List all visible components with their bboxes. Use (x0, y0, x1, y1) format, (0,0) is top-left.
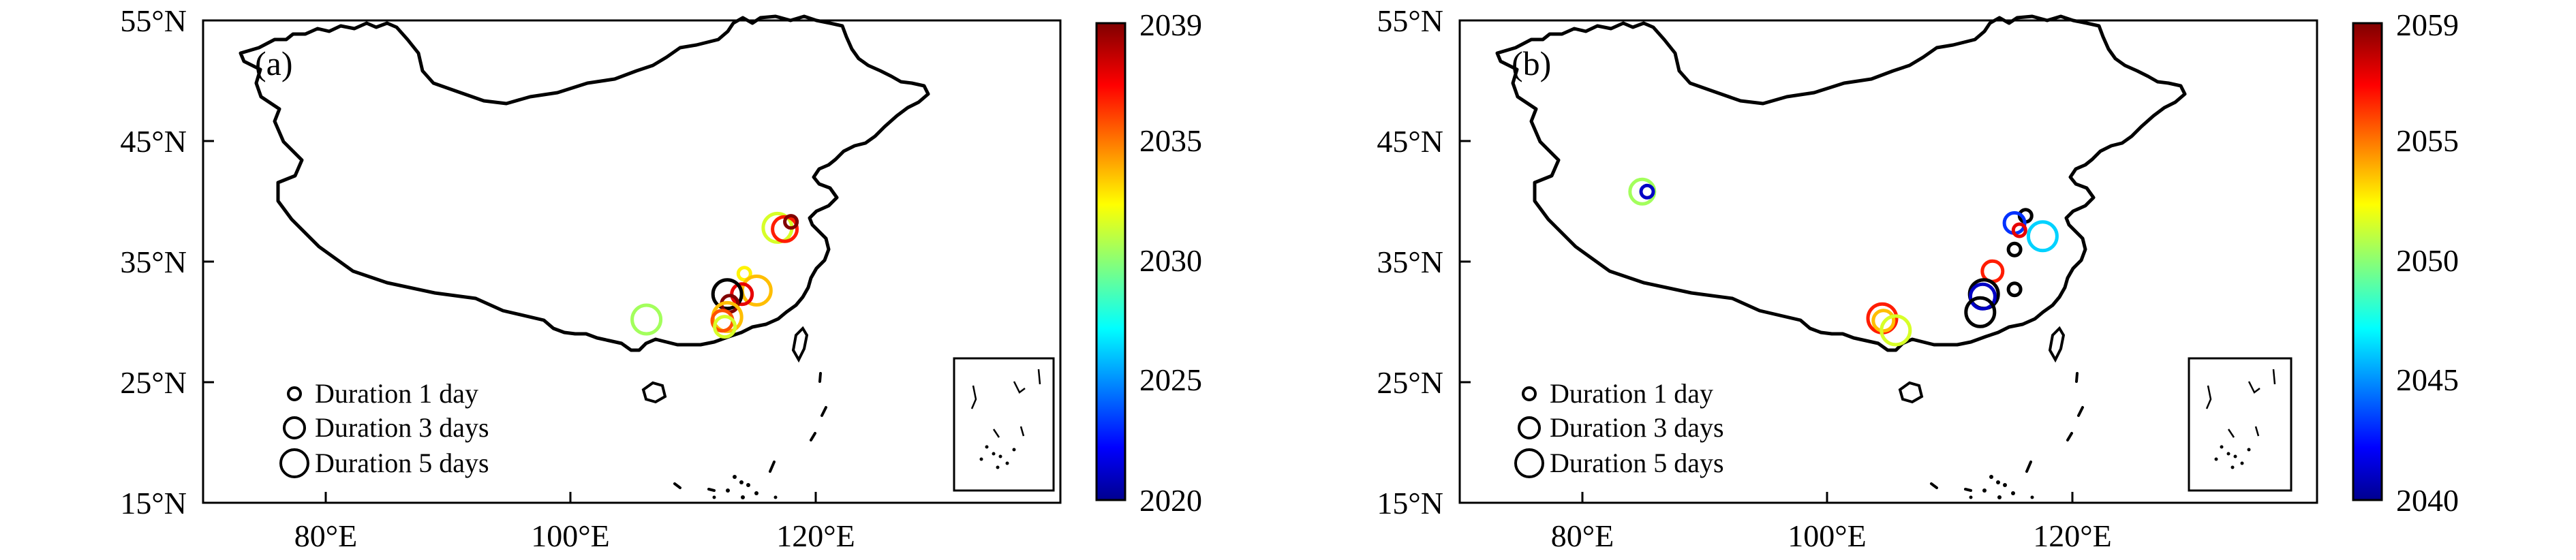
lat-tick-a-25: 25°N (120, 365, 187, 400)
colorbar-a-tick-2030: 2030 (1139, 243, 1202, 278)
lon-tick-b-120: 120°E (2033, 518, 2112, 553)
event-marker-b-6 (2026, 220, 2059, 253)
event-marker-b-14 (1871, 309, 1896, 333)
panel-label-b: (b) (1512, 44, 1551, 82)
inset-box-a (953, 357, 1055, 492)
colorbar-b-tick-2055: 2055 (2396, 123, 2459, 158)
map-frame-b (1458, 19, 2318, 504)
event-marker-b-10 (1968, 282, 1997, 311)
points-b (1628, 177, 2059, 347)
lon-ticks-a: 80°E 100°E 120°E (294, 492, 855, 553)
colorbar-a-tick-2039: 2039 (1139, 7, 1202, 42)
colorbar-b: 2059 2055 2050 2045 2040 (2352, 7, 2459, 518)
legend-b: Duration 1 day Duration 3 days Duration … (1514, 378, 1724, 478)
legend-b-label-3: Duration 3 days (1550, 412, 1724, 443)
islands-b (1969, 475, 2034, 499)
panel-a: (a) Duration 1 day Duration 3 days Durat… (120, 3, 1202, 553)
lon-ticks-b: 80°E 100°E 120°E (1551, 492, 2112, 553)
ninedash-b (1930, 372, 2084, 492)
lat-ticks-b: 55°N 45°N 35°N 25°N 15°N (1377, 3, 1471, 520)
lat-tick-a-45: 45°N (120, 124, 187, 159)
lon-tick-a-120: 120°E (776, 518, 855, 553)
event-marker-a-12 (713, 315, 737, 339)
points-a (630, 211, 799, 339)
legend-b-marker-3 (1518, 416, 1541, 439)
lon-tick-a-80: 80°E (294, 518, 358, 553)
legend-a-marker-5 (279, 448, 309, 478)
ninedash-a (673, 372, 827, 492)
taiwan-outline-a (791, 326, 809, 363)
lat-ticks-a: 55°N 45°N 35°N 25°N 15°N (120, 3, 214, 520)
lat-tick-b-45: 45°N (1377, 124, 1443, 159)
event-marker-a-3 (783, 214, 799, 230)
lon-tick-a-100: 100°E (531, 518, 610, 553)
legend-a-label-5: Duration 5 days (315, 448, 489, 478)
islands-a (712, 475, 778, 499)
lon-tick-b-100: 100°E (1788, 518, 1867, 553)
event-marker-b-15 (1880, 314, 1912, 347)
map-area-b: (b) Duration 1 day Duration 3 days Durat… (1495, 14, 2293, 499)
event-marker-a-8 (711, 278, 743, 311)
panel-b: (b) Duration 1 day Duration 3 days Durat… (1377, 3, 2459, 553)
legend-a-label-3: Duration 3 days (315, 412, 489, 443)
china-outline-a (239, 14, 930, 352)
event-marker-b-12 (1964, 296, 1997, 328)
lat-tick-b-15: 15°N (1377, 486, 1443, 520)
colorbar-a-gradient (1095, 22, 1126, 501)
colorbar-b-tick-2059: 2059 (2396, 7, 2459, 42)
event-marker-a-4 (630, 303, 663, 336)
colorbar-a: 2039 2035 2030 2025 2020 (1095, 7, 1202, 518)
map-frame-a (202, 19, 1062, 504)
lat-tick-a-15: 15°N (120, 486, 187, 520)
legend-a-marker-3 (283, 416, 306, 439)
event-marker-b-5 (2011, 222, 2027, 238)
lat-tick-a-35: 35°N (120, 245, 187, 279)
taiwan-outline-b (2048, 326, 2066, 363)
colorbar-a-tick-2020: 2020 (1139, 483, 1202, 518)
china-outline-b (1495, 14, 2187, 352)
panel-label-a: (a) (255, 44, 293, 82)
map-area-a: (a) Duration 1 day Duration 3 days Durat… (239, 14, 1055, 499)
event-marker-b-7 (2006, 241, 2023, 258)
legend-b-marker-5 (1514, 448, 1544, 478)
hainan-outline-b (1898, 381, 1924, 404)
lat-tick-b-25: 25°N (1377, 365, 1443, 400)
legend-b-label-5: Duration 5 days (1550, 448, 1724, 478)
legend-b-marker-1 (1522, 386, 1537, 401)
legend-a-label-1: Duration 1 day (315, 378, 478, 409)
legend-b-label-1: Duration 1 day (1550, 378, 1713, 409)
legend-a-marker-1 (287, 386, 302, 401)
colorbar-b-gradient (2352, 22, 2383, 501)
event-marker-b-11 (2006, 281, 2023, 298)
event-marker-a-5 (736, 266, 752, 282)
colorbar-b-tick-2050: 2050 (2396, 243, 2459, 278)
lat-tick-a-55: 55°N (120, 3, 187, 38)
hainan-outline-a (641, 381, 667, 404)
lat-tick-b-55: 55°N (1377, 3, 1443, 38)
colorbar-a-tick-2025: 2025 (1139, 362, 1202, 397)
colorbar-b-tick-2040: 2040 (2396, 483, 2459, 518)
legend-a: Duration 1 day Duration 3 days Duration … (279, 378, 489, 478)
inset-box-b (2188, 357, 2293, 492)
event-marker-a-2 (771, 215, 799, 243)
lat-tick-b-35: 35°N (1377, 245, 1443, 279)
event-marker-b-2 (1639, 183, 1655, 200)
colorbar-b-tick-2045: 2045 (2396, 362, 2459, 397)
lon-tick-b-80: 80°E (1551, 518, 1614, 553)
colorbar-a-tick-2035: 2035 (1139, 123, 1202, 158)
